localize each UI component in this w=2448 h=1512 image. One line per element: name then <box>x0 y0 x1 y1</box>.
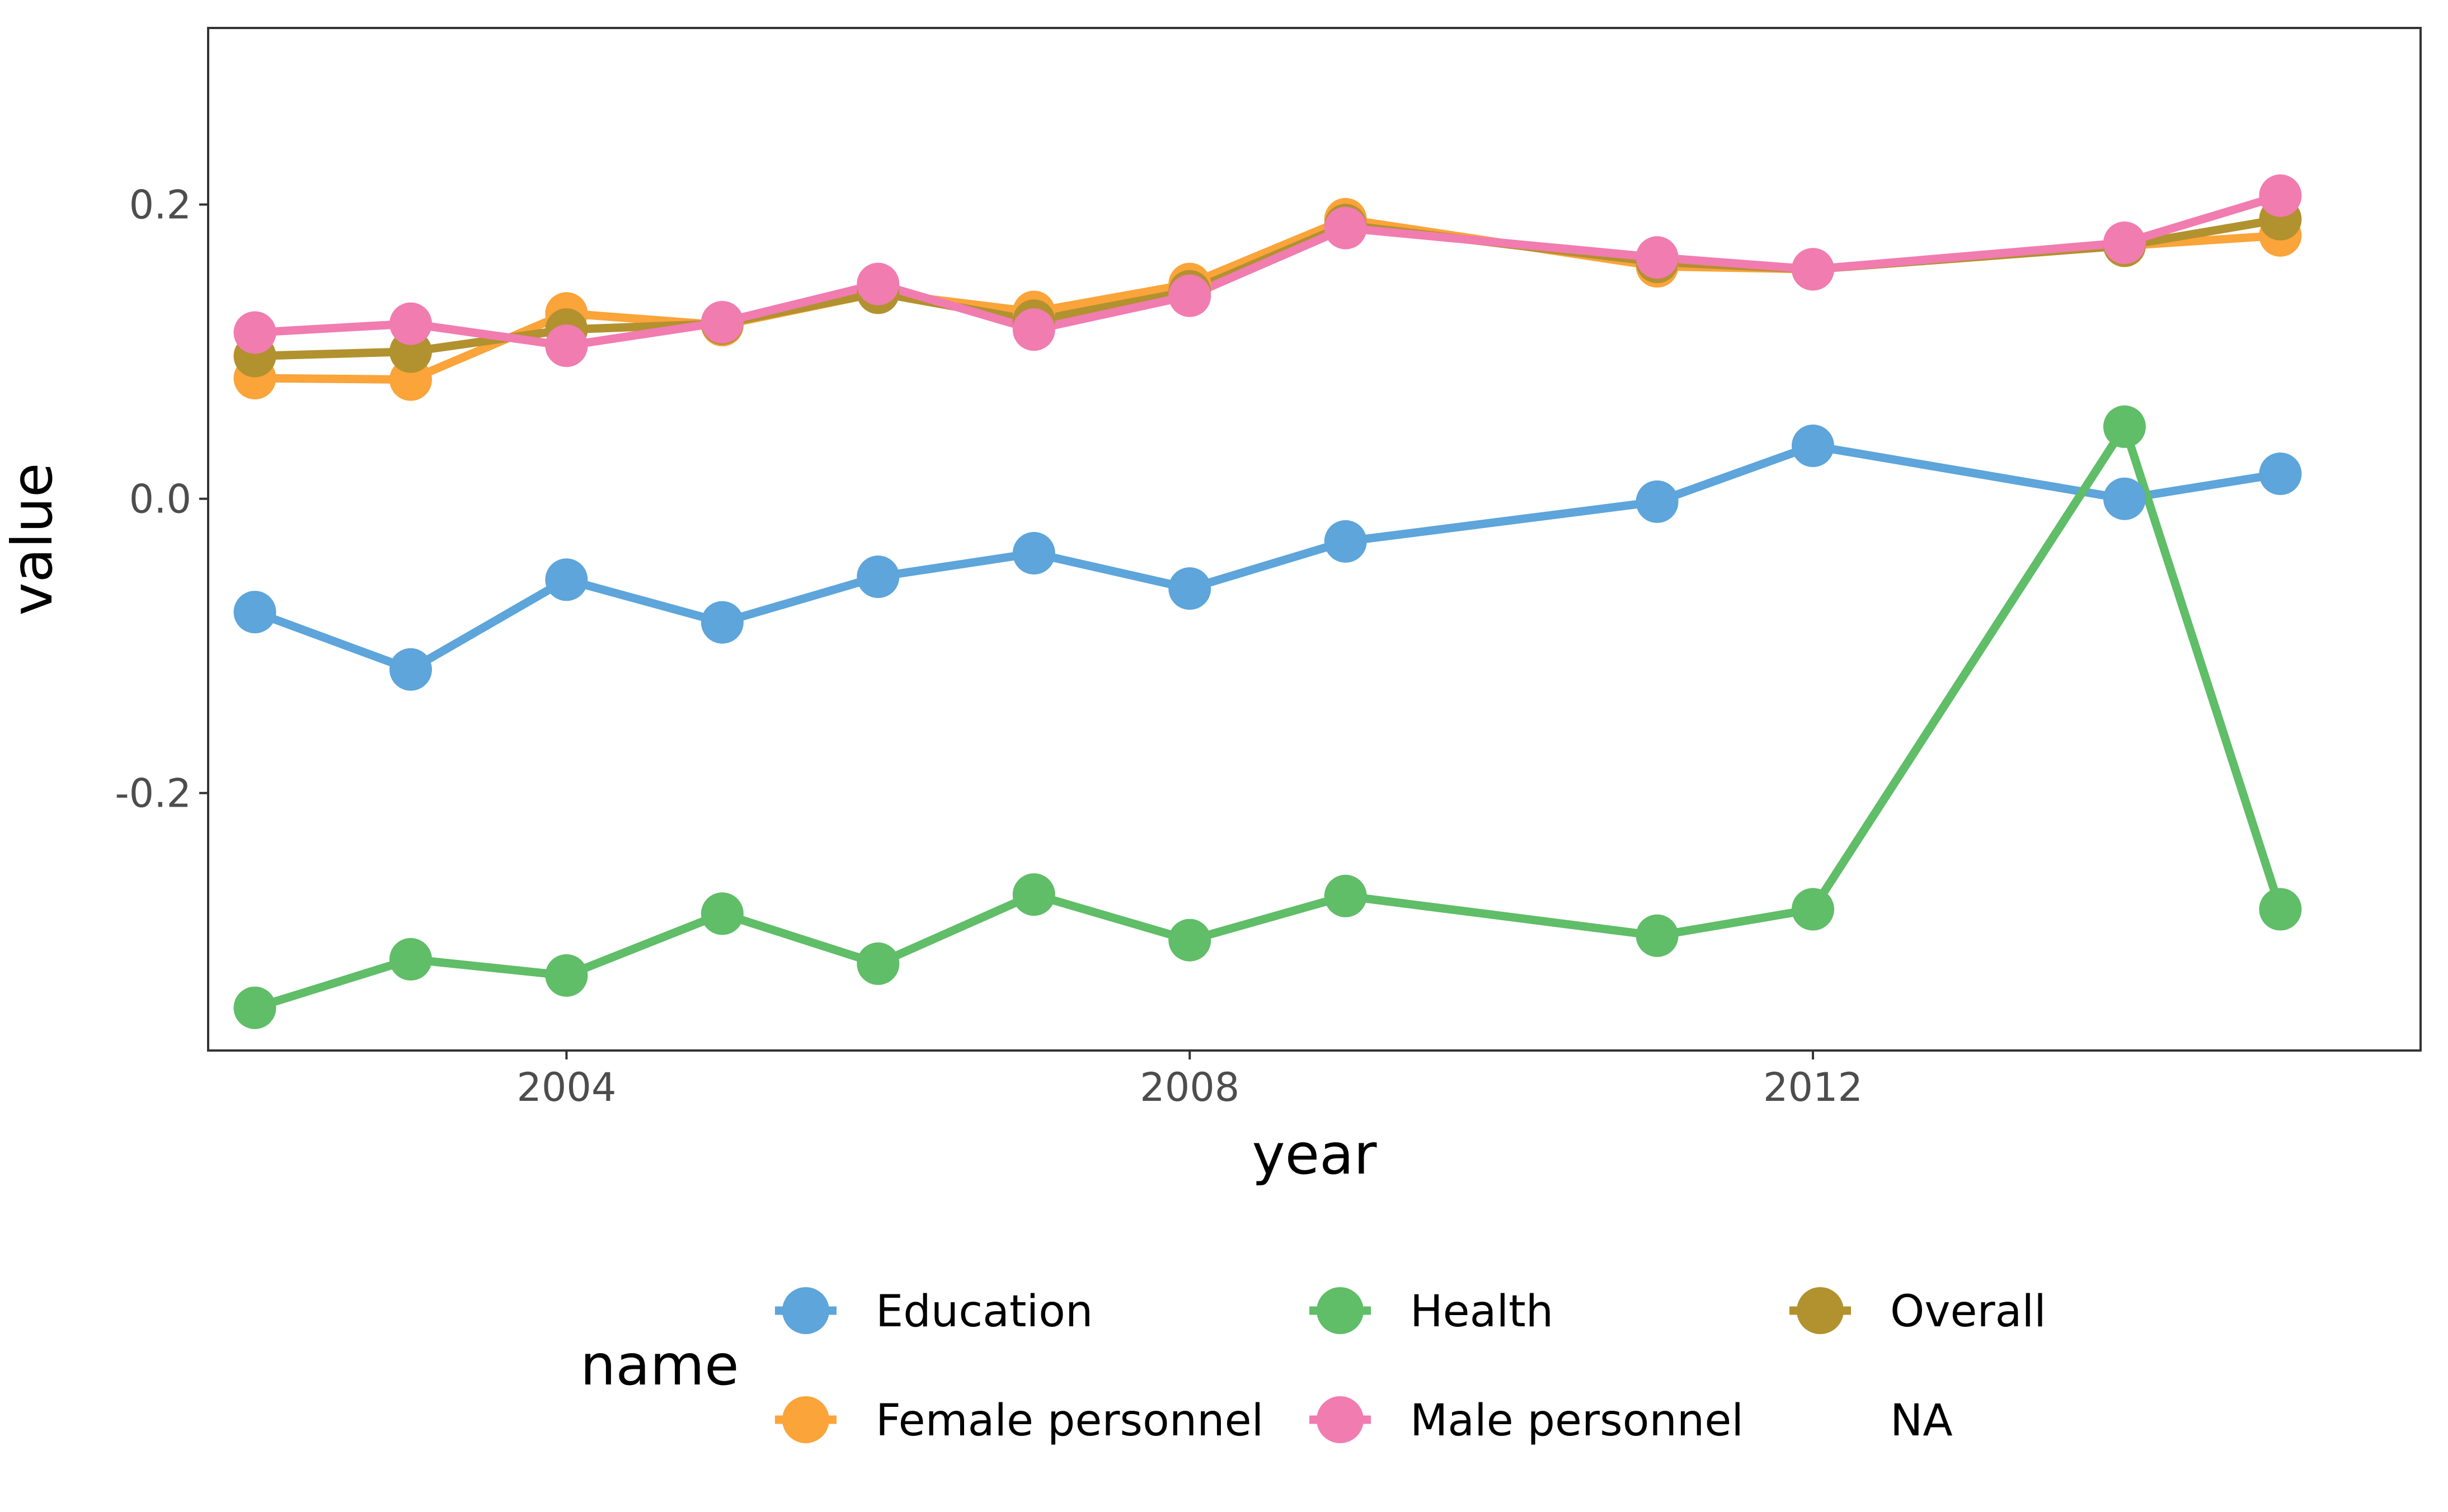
data-point-male-personnel <box>1636 236 1679 279</box>
data-point-health <box>1324 874 1367 917</box>
axes: 2004 2008 2012 -0.2 0.0 0.2 <box>115 182 1863 1110</box>
legend-label-education: Education <box>876 1287 1093 1337</box>
data-point-education <box>545 558 588 601</box>
legend-key-point-health <box>1317 1287 1364 1334</box>
y-tick-label: -0.2 <box>115 771 191 817</box>
legend-title: name <box>580 1332 739 1398</box>
data-point-health <box>1168 918 1211 962</box>
x-tick-label: 2008 <box>1140 1064 1239 1110</box>
data-point-health <box>389 938 432 981</box>
data-point-education <box>701 601 744 644</box>
data-point-male-personnel <box>1168 274 1211 317</box>
data-point-health <box>2103 405 2146 448</box>
x-tick-label: 2004 <box>516 1064 616 1110</box>
data-point-education <box>233 591 276 634</box>
series-line-male-personnel <box>251 191 2285 350</box>
x-tick-label: 2012 <box>1763 1064 1863 1110</box>
legend-label-overall: Overall <box>1890 1287 2046 1337</box>
series-layer <box>233 174 2302 1029</box>
legend-items: Education Female personnel Health Male pers… <box>775 1287 2046 1446</box>
data-point-education <box>2103 477 2146 520</box>
data-point-education <box>1012 532 1055 574</box>
data-point-health <box>1012 873 1055 916</box>
data-point-male-personnel <box>857 262 900 305</box>
legend-label-na: NA <box>1890 1396 1953 1446</box>
series-line-education <box>251 441 2285 674</box>
data-point-education <box>1324 520 1367 563</box>
data-point-male-personnel <box>1012 308 1055 351</box>
legend-key-point-male-personnel <box>1317 1396 1364 1443</box>
data-point-health <box>857 942 900 985</box>
plot-panel-border <box>207 27 2422 1052</box>
y-tick-label: 0.0 <box>129 477 191 522</box>
legend-label-male-personnel: Male personnel <box>1410 1396 1744 1446</box>
data-point-health <box>233 986 276 1029</box>
legend-key-point-female-personnel <box>782 1396 829 1443</box>
legend-key-point-overall <box>1797 1287 1844 1334</box>
data-point-health <box>1636 914 1679 957</box>
data-point-health <box>1792 888 1834 931</box>
series-line-health <box>251 422 2285 1012</box>
legend-label-health: Health <box>1410 1287 1553 1337</box>
data-point-male-personnel <box>2259 174 2302 217</box>
data-point-male-personnel <box>1324 206 1367 249</box>
data-point-education <box>857 555 900 599</box>
data-point-male-personnel <box>1792 248 1834 291</box>
data-point-education <box>1636 480 1679 523</box>
data-point-male-personnel <box>2103 222 2146 264</box>
legend-label-female-personnel: Female personnel <box>876 1396 1263 1446</box>
data-point-education <box>389 648 432 691</box>
data-point-health <box>701 892 744 935</box>
data-point-education <box>1168 567 1211 610</box>
legend-key-point-education <box>782 1287 829 1334</box>
data-point-health <box>545 954 588 997</box>
x-axis-title: year <box>1252 1122 1377 1187</box>
data-point-male-personnel <box>233 311 276 354</box>
legend: name Education Female personnel Health Male… <box>580 1287 2046 1446</box>
y-tick-label: 0.2 <box>129 182 191 228</box>
data-point-male-personnel <box>389 302 432 345</box>
data-point-health <box>2259 888 2302 931</box>
y-axis-title: value <box>0 463 65 615</box>
data-point-male-personnel <box>701 301 744 343</box>
data-point-male-personnel <box>545 324 588 368</box>
data-point-education <box>1792 425 1834 467</box>
data-point-education <box>2259 453 2302 495</box>
